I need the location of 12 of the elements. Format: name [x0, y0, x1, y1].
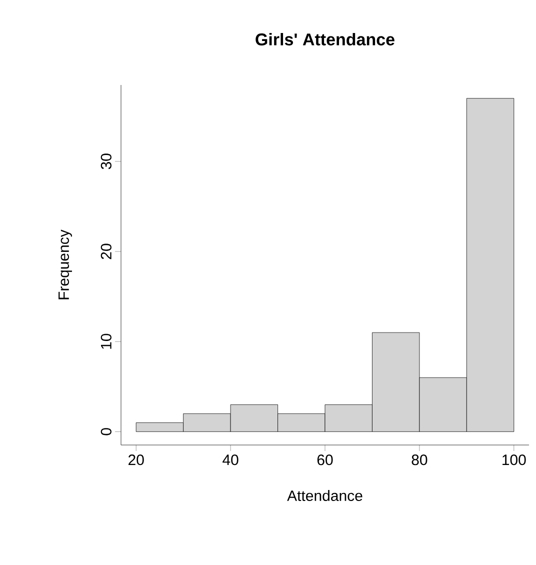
x-tick-label: 80 [412, 454, 428, 466]
x-axis-title: Attendance [287, 490, 362, 502]
y-tick-label: 30 [100, 154, 112, 170]
y-tick-label: 20 [100, 244, 112, 260]
chart-title: Girls' Attendance [256, 32, 394, 46]
x-tick-label: 100 [502, 454, 526, 466]
x-tick-label: 20 [128, 454, 144, 466]
x-tick-label: 40 [222, 454, 238, 466]
x-tick-label: 60 [317, 454, 333, 466]
y-tick-label: 0 [100, 428, 112, 436]
y-axis-title: Frequency [58, 230, 72, 300]
y-tick-label: 10 [100, 334, 112, 349]
